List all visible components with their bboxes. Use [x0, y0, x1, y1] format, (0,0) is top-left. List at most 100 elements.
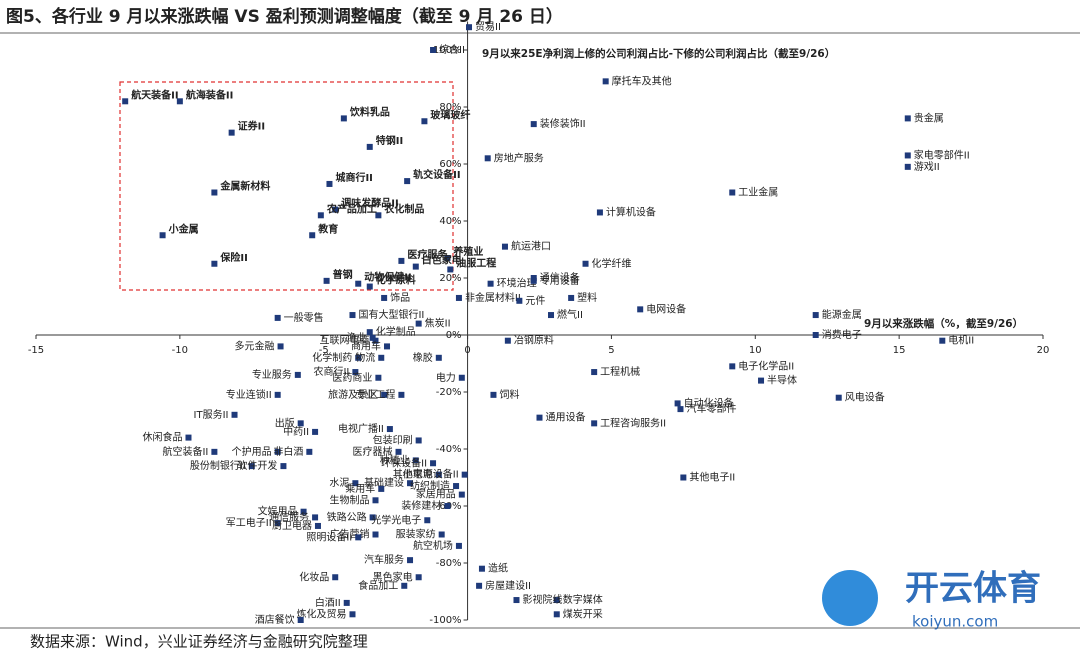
point-label: 医疗服务: [407, 248, 448, 261]
point-label: 保险II: [219, 251, 247, 264]
point: [366, 329, 373, 336]
point: [674, 400, 681, 407]
point-label: 酒店餐饮: [255, 613, 295, 626]
point: [176, 98, 183, 105]
point: [530, 277, 537, 284]
point-label: 旅游及景区: [328, 388, 378, 401]
point-label: 汽车服务: [364, 553, 404, 566]
point-label: 其他电源设备II: [393, 468, 459, 481]
point: [381, 294, 388, 301]
point-label: 包装印刷: [373, 433, 413, 446]
point-label: 生物制品: [330, 493, 370, 506]
point: [395, 448, 402, 455]
point-label: 厨卫电器: [272, 519, 312, 532]
point: [185, 434, 192, 441]
point: [478, 565, 485, 572]
point: [415, 437, 422, 444]
point: [159, 232, 166, 239]
point: [343, 599, 350, 606]
y-tick-label: -80%: [436, 558, 462, 569]
point: [366, 283, 373, 290]
point-label: 水泥: [329, 476, 349, 489]
point: [444, 255, 451, 262]
point-label: 房屋建设II: [485, 579, 531, 592]
point: [407, 557, 414, 564]
point-label: 农产品加工: [326, 202, 377, 215]
point: [602, 78, 609, 85]
point: [904, 152, 911, 159]
point-label: 化学制品: [376, 325, 416, 338]
point-label: 能源金属: [822, 308, 862, 321]
point-label: 环境治理: [497, 277, 537, 290]
point-label: 电机II: [948, 334, 974, 347]
point: [415, 574, 422, 581]
point-label: 非白酒: [273, 445, 303, 458]
x-tick-label: -5: [319, 345, 329, 356]
point-label: 航空机场: [413, 539, 453, 552]
point-label: 影视院线: [522, 593, 562, 606]
x-tick-label: 15: [893, 345, 906, 356]
point: [501, 243, 508, 250]
point: [455, 294, 462, 301]
point-label: 油服工程: [456, 256, 496, 269]
point-label: 教育: [317, 222, 338, 235]
point-label: 半导体: [767, 374, 797, 387]
point: [455, 542, 462, 549]
point-label: 元件: [525, 295, 545, 307]
point: [513, 597, 520, 604]
point-label: 摩托车及其他: [612, 74, 672, 87]
point: [453, 483, 460, 490]
point-label: 小金属: [168, 222, 199, 235]
chart-title: 图5、各行业 9 月以来涨跌幅 VS 盈利预测调整幅度（截至 9 月 26 日）: [6, 6, 563, 27]
highlight-box: [119, 81, 454, 291]
point: [366, 143, 373, 150]
point-label: 农商行II: [313, 365, 349, 378]
point: [398, 391, 405, 398]
point-label: 饲料: [499, 388, 519, 401]
point-label: 动物保健II: [364, 271, 411, 284]
point: [312, 514, 319, 521]
point-label: 铁路公路: [327, 510, 367, 523]
point-label: 专用设备: [540, 274, 580, 287]
y-tick-label: 60%: [439, 159, 461, 170]
point: [438, 531, 445, 538]
point: [352, 369, 359, 376]
point: [274, 448, 281, 455]
point: [407, 480, 414, 487]
point-label: 物流: [355, 351, 375, 364]
point: [637, 306, 644, 313]
point: [340, 115, 347, 122]
point-label: 医药商业: [332, 371, 372, 384]
point-label: 电子化学品II: [738, 359, 794, 372]
point: [680, 474, 687, 481]
point-label: 服装家纺: [396, 528, 436, 541]
point-label: 军工电子II: [226, 516, 272, 529]
point-label: 贵金属: [914, 111, 944, 124]
point: [294, 371, 301, 378]
point: [355, 354, 362, 361]
point-label: 消费电子: [822, 328, 862, 341]
point: [435, 471, 442, 478]
point: [435, 354, 442, 361]
point-label: 航天装备II: [131, 88, 178, 101]
point-label: 冶钢原料: [514, 334, 554, 347]
point-label: 黑色家电: [373, 570, 413, 583]
point-label: 特钢II: [376, 134, 403, 147]
point-label: 航运港口: [511, 240, 551, 253]
point-label: 非金属材料II: [465, 291, 521, 304]
point: [412, 263, 419, 270]
point: [591, 420, 598, 427]
point: [401, 582, 408, 589]
point: [466, 24, 473, 31]
point: [386, 426, 393, 433]
point-label: 工程机械: [600, 365, 640, 378]
point: [812, 332, 819, 338]
point-label: 白酒II: [315, 596, 341, 609]
point-label: 家居用品: [416, 488, 456, 501]
point-label: 工业金属: [738, 186, 778, 199]
point: [458, 491, 465, 498]
point: [211, 260, 218, 267]
point-label: 文娱用品: [258, 505, 298, 518]
point: [729, 363, 736, 370]
